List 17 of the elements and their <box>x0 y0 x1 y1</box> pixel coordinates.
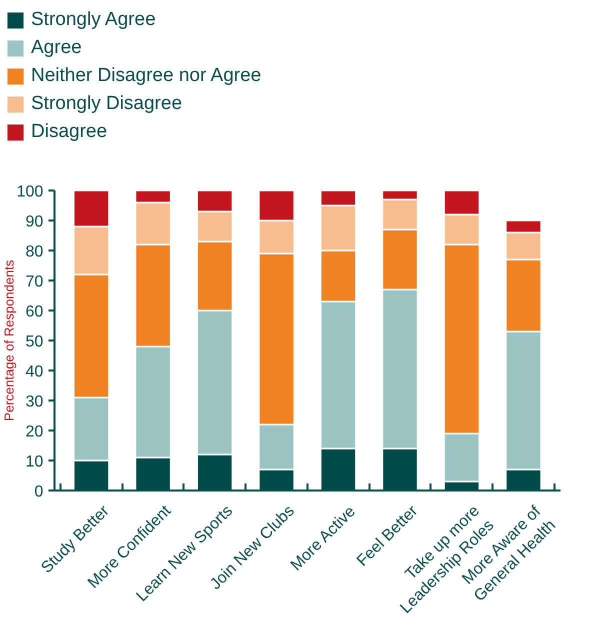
y-tick-label: 40 <box>25 364 44 380</box>
y-tick-label: 80 <box>25 244 44 260</box>
y-tick-label: 50 <box>25 334 44 350</box>
legend-label: Agree <box>31 37 82 59</box>
legend-label: Strongly Disagree <box>31 93 182 115</box>
y-tick-label: 20 <box>25 424 44 440</box>
y-tick-label: 30 <box>25 394 44 410</box>
y-tick-label: 70 <box>25 274 44 290</box>
y-tick-label: 10 <box>25 454 44 470</box>
legend-label: Strongly Agree <box>31 9 156 31</box>
legend-label: Disagree <box>31 121 108 143</box>
legend-label: Neither Disagree nor Agree <box>31 65 262 87</box>
y-tick-label: 100 <box>16 184 44 200</box>
y-tick-label: 60 <box>25 304 44 320</box>
y-tick-label: 0 <box>34 484 44 500</box>
y-axis-title: Percentage of Respondents <box>1 259 16 422</box>
y-tick-label: 90 <box>25 214 44 230</box>
